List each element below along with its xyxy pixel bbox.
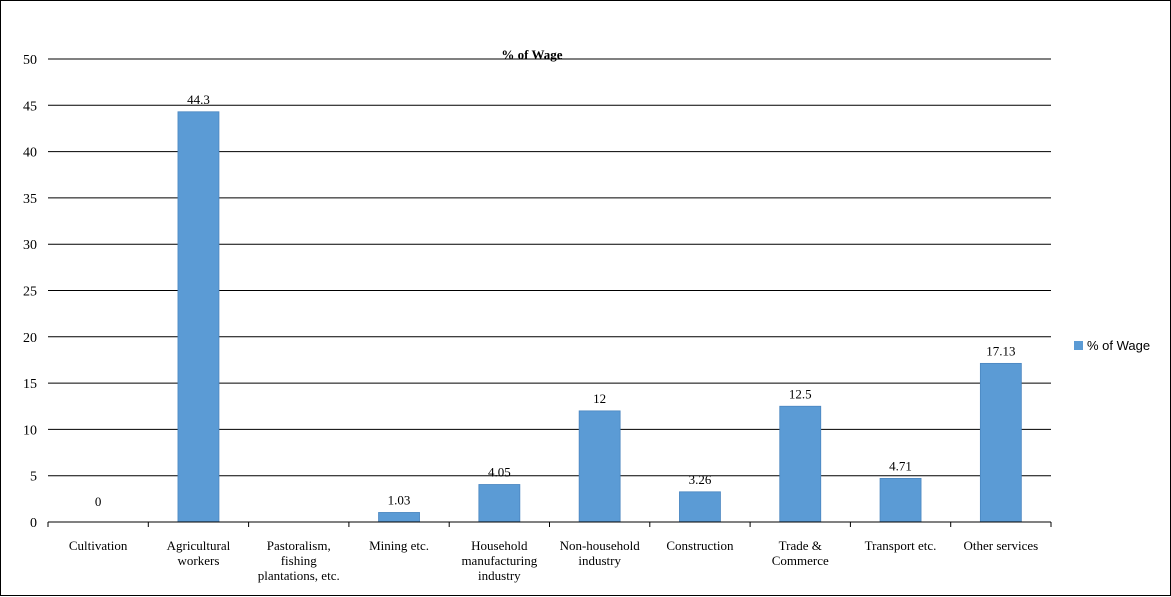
x-category-label: Cultivation xyxy=(69,538,128,553)
bar xyxy=(177,111,220,523)
bar-data-labels: 0 44.3 1.03 4.05 12 3.26 12.5 4.71 17.13 xyxy=(95,92,1016,509)
bar-value-label: 12.5 xyxy=(789,386,812,401)
x-category-label: Mining etc. xyxy=(369,538,429,553)
y-tick-label: 20 xyxy=(23,331,37,346)
bar-value-label: 17.13 xyxy=(986,343,1015,358)
bar-value-label: 4.71 xyxy=(889,458,912,473)
bar-value-label: 12 xyxy=(593,391,606,406)
legend-swatch xyxy=(1074,341,1083,350)
bar xyxy=(679,491,721,523)
y-tick-label: 15 xyxy=(23,377,37,392)
bar-value-label: 44.3 xyxy=(187,92,210,107)
y-axis-ticks: 0 5 10 15 20 25 30 35 40 45 50 xyxy=(23,53,37,531)
y-tick-label: 30 xyxy=(23,238,37,253)
y-tick-label: 45 xyxy=(23,99,37,114)
x-axis xyxy=(47,521,1052,527)
y-tick-label: 5 xyxy=(30,470,37,485)
bar-value-label: 3.26 xyxy=(689,472,712,487)
x-category-label: Construction xyxy=(666,538,734,553)
y-tick-label: 35 xyxy=(23,192,37,207)
y-tick-label: 40 xyxy=(23,146,37,161)
x-axis-category-labels: Cultivation Agricultural workers Pastoralis… xyxy=(69,538,1038,583)
bar-value-label: 4.05 xyxy=(488,464,511,479)
legend: % of Wage xyxy=(1074,338,1150,353)
y-tick-label: 10 xyxy=(23,423,37,438)
x-category-label: Non-household industry xyxy=(560,538,641,568)
x-category-label: Agricultural workers xyxy=(167,538,231,568)
bar xyxy=(779,405,822,523)
y-tick-label: 25 xyxy=(23,285,37,300)
chart-title: % of Wage xyxy=(501,47,562,62)
bar xyxy=(879,477,922,523)
bar-value-label: 0 xyxy=(95,494,102,509)
bars xyxy=(177,111,1022,523)
bar xyxy=(979,362,1022,523)
x-category-label: Trade & Commerce xyxy=(772,538,829,568)
y-tick-label: 0 xyxy=(30,516,37,531)
y-tick-label: 50 xyxy=(23,53,37,68)
bar-value-label: 1.03 xyxy=(388,492,411,507)
bar xyxy=(578,410,621,523)
legend-label: % of Wage xyxy=(1087,338,1150,353)
x-category-label: Household manufacturing industry xyxy=(461,538,537,583)
bar xyxy=(478,484,521,523)
bar xyxy=(378,512,420,523)
x-category-label: Transport etc. xyxy=(865,538,937,553)
x-category-label: Pastoralism, fishing plantations, etc. xyxy=(258,538,340,583)
x-category-label: Other services xyxy=(963,538,1038,553)
